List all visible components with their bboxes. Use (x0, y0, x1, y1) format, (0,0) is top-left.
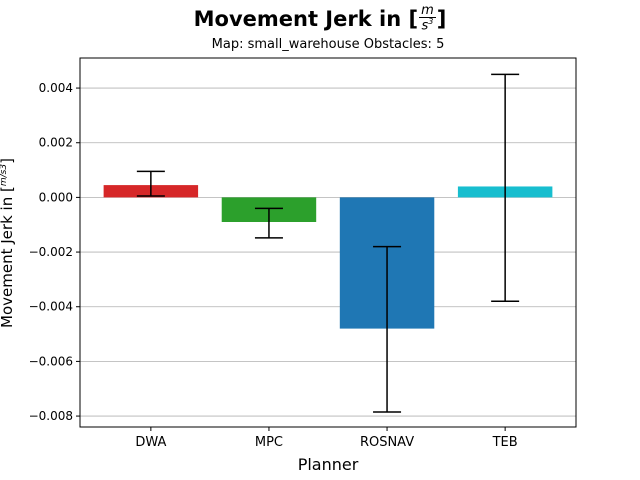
title-unit-fraction: m s3 (419, 4, 436, 32)
y-axis-unit-denominator: s (0, 169, 9, 175)
x-tick-label-mpc: MPC (255, 435, 283, 450)
x-axis-label: Planner (297, 455, 359, 474)
chart-title: Movement Jerk in [m s3] (193, 3, 447, 34)
y-tick-label: 0.000 (39, 190, 73, 204)
y-tick-label: 0.004 (39, 81, 73, 95)
y-tick-label: −0.006 (29, 354, 73, 368)
grid-lines (80, 87, 576, 417)
title-unit-numerator: m (419, 3, 436, 18)
x-tick-label-rosnav: ROSNAV (360, 435, 414, 450)
y-tick-label: −0.004 (29, 300, 73, 314)
y-axis-label: Movement Jerk in [m/s3] (0, 158, 16, 328)
title-unit-denominator: s3 (419, 17, 436, 34)
title-unit-denominator-base: s (421, 18, 429, 34)
chart-subtitle: Map: small_warehouse Obstacles: 5 (211, 37, 445, 52)
y-tick-label: −0.002 (29, 245, 73, 259)
title-unit-exponent: 3 (428, 17, 434, 26)
y-axis-label-text: Movement Jerk in [ (0, 186, 16, 328)
chart-title-text: Movement Jerk in (193, 7, 402, 32)
y-axis-label-unit: m/s3 (0, 163, 9, 187)
y-tick-label: 0.002 (39, 136, 73, 150)
y-tick-label: −0.008 (29, 409, 73, 423)
y-axis-ticks: −0.008 −0.006 −0.004 −0.002 0.000 0.002 0.004 (29, 81, 80, 423)
y-axis-unit-numerator: m (0, 177, 9, 187)
y-axis-unit-exponent: 3 (0, 163, 9, 170)
error-bars (136, 73, 520, 413)
x-axis-ticks: DWA MPC ROSNAV TEB (135, 427, 518, 450)
plot-frame (79, 57, 577, 428)
x-tick-label-teb: TEB (492, 435, 518, 450)
x-tick-label-dwa: DWA (135, 435, 166, 450)
